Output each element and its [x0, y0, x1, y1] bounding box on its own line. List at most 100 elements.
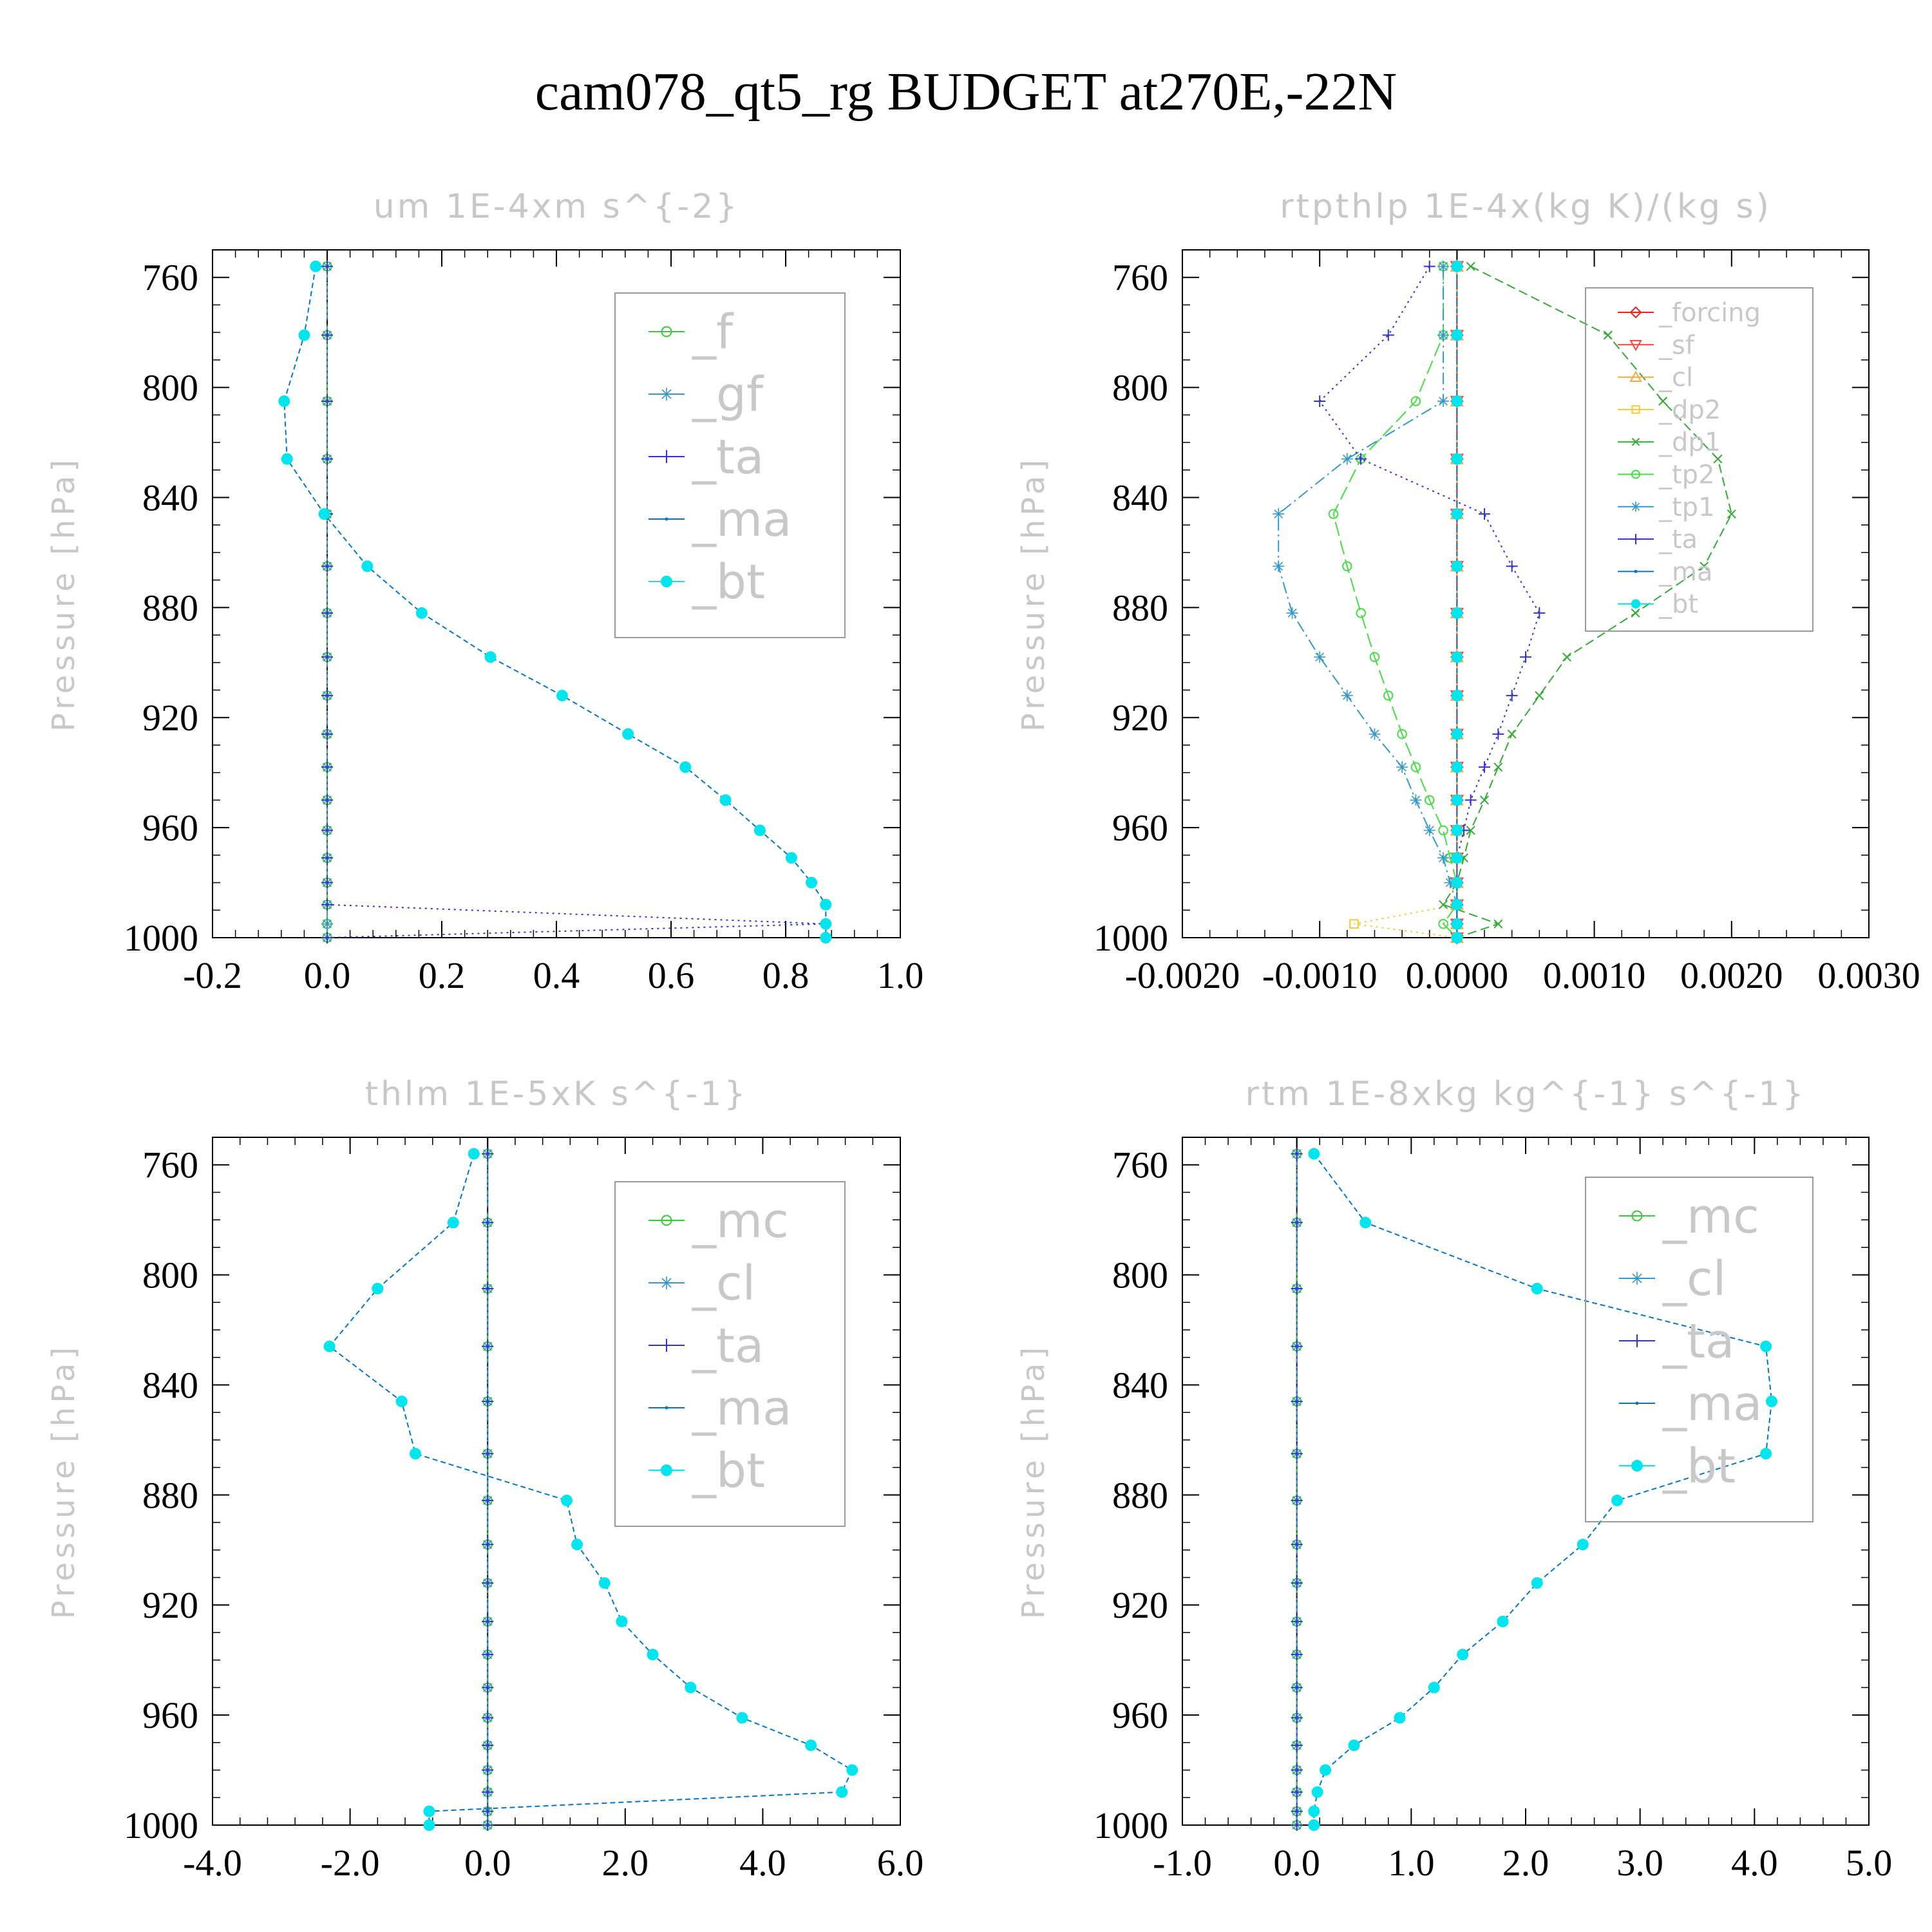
data-point	[1410, 396, 1421, 406]
data-point	[1423, 260, 1435, 272]
data-point	[1520, 651, 1531, 663]
legend-marker	[1631, 1272, 1643, 1285]
legend-item-f: _f	[649, 305, 734, 360]
data-point	[1506, 690, 1518, 702]
legend-item-tp1: _tp1	[1618, 493, 1715, 522]
data-point	[395, 1396, 408, 1408]
data-point	[1562, 652, 1571, 662]
data-point	[482, 1217, 494, 1229]
data-point	[1713, 454, 1723, 464]
data-point	[1383, 690, 1394, 701]
x-tick-label: 0.2	[419, 954, 466, 996]
data-point	[1631, 608, 1640, 618]
x-tick-label: 1.0	[1388, 1842, 1435, 1884]
data-point	[482, 1681, 494, 1694]
series-line	[1332, 266, 1458, 938]
x-tick-label: 0.0030	[1817, 954, 1920, 996]
legend-item-tp2: _tp2	[1618, 460, 1715, 490]
x-tick-label: 0.6	[648, 954, 695, 996]
legend-item-mc: _mc	[649, 1193, 789, 1249]
legend-item-ma: _ma	[1618, 557, 1712, 587]
x-tick-label: 0.4	[533, 954, 580, 996]
series-ta	[1291, 1148, 1303, 1831]
y-tick-label: 800	[1112, 1255, 1168, 1296]
data-point	[321, 761, 333, 773]
data-point	[622, 728, 634, 740]
data-point	[321, 453, 333, 465]
data-point	[1356, 608, 1366, 618]
y-tick-label: 880	[1112, 587, 1168, 629]
data-point	[1291, 1615, 1303, 1627]
data-point	[820, 932, 832, 943]
data-point	[1451, 607, 1463, 619]
data-point	[1444, 876, 1456, 889]
data-point	[482, 1649, 494, 1661]
legend-marker	[1631, 437, 1640, 446]
legend-marker	[665, 517, 668, 521]
data-point	[1425, 795, 1435, 806]
y-tick-label: 1000	[1094, 1804, 1168, 1846]
data-point	[1382, 329, 1394, 341]
y-tick-label: 760	[142, 257, 198, 299]
data-point	[278, 395, 290, 407]
data-point	[321, 852, 333, 864]
data-point	[321, 824, 333, 837]
data-point	[1480, 795, 1490, 805]
data-point	[647, 1649, 659, 1661]
data-point	[298, 329, 310, 341]
legend-item-bt: _bt	[1618, 590, 1698, 620]
data-point	[1765, 1396, 1777, 1408]
data-point	[805, 1739, 817, 1752]
data-point	[482, 1340, 494, 1352]
data-point	[423, 1805, 435, 1817]
data-point	[1451, 761, 1463, 773]
legend-label: _forcing	[1658, 298, 1761, 328]
data-point	[318, 508, 330, 520]
data-point	[1531, 1577, 1543, 1589]
series-ta	[321, 260, 832, 943]
legend-label: _bt	[692, 554, 765, 610]
series-ta	[482, 1148, 494, 1831]
legend-marker	[1631, 1210, 1643, 1222]
data-point	[1603, 330, 1613, 340]
data-point	[1291, 1448, 1303, 1460]
data-point	[321, 918, 333, 930]
data-point	[1291, 1282, 1303, 1294]
legend-item-bt: _bt	[1619, 1439, 1736, 1494]
data-point	[1451, 932, 1463, 943]
legend-marker	[1629, 370, 1642, 382]
x-tick-label: 1.0	[877, 954, 924, 996]
data-point	[753, 824, 766, 837]
data-point	[1291, 1340, 1303, 1352]
y-axis-label: Pressure [hPa]	[46, 1343, 82, 1619]
data-point	[1291, 1217, 1303, 1229]
data-point	[1369, 652, 1380, 663]
data-point	[1438, 825, 1448, 836]
y-tick-label: 1000	[124, 1804, 198, 1846]
data-point	[482, 1282, 494, 1294]
legend-label: _dp2	[1658, 395, 1721, 425]
data-point	[1611, 1494, 1624, 1506]
data-point	[1308, 1148, 1320, 1160]
data-point	[1464, 794, 1477, 806]
legend-item-ta: _ta	[1619, 1314, 1734, 1369]
data-point	[806, 876, 818, 889]
data-point	[1341, 690, 1353, 702]
data-point	[736, 1712, 748, 1724]
legend-marker	[1631, 501, 1641, 512]
legend-marker	[661, 576, 672, 587]
x-tick-label: 4.0	[739, 1842, 786, 1884]
legend-item-forcing: _forcing	[1618, 298, 1761, 328]
legend-item-mc: _mc	[1619, 1189, 1759, 1244]
data-point	[321, 260, 333, 272]
panel-title: thlm 1E-5xK s^{-1}	[365, 1075, 748, 1113]
data-point	[1451, 852, 1463, 864]
y-tick-label: 840	[1112, 477, 1168, 518]
data-point	[1497, 1615, 1509, 1627]
y-axis-label: Pressure [hPa]	[1016, 456, 1052, 732]
y-tick-label: 960	[142, 1694, 198, 1736]
data-point	[482, 1739, 494, 1752]
data-point	[785, 852, 797, 864]
y-tick-label: 840	[1112, 1364, 1168, 1406]
